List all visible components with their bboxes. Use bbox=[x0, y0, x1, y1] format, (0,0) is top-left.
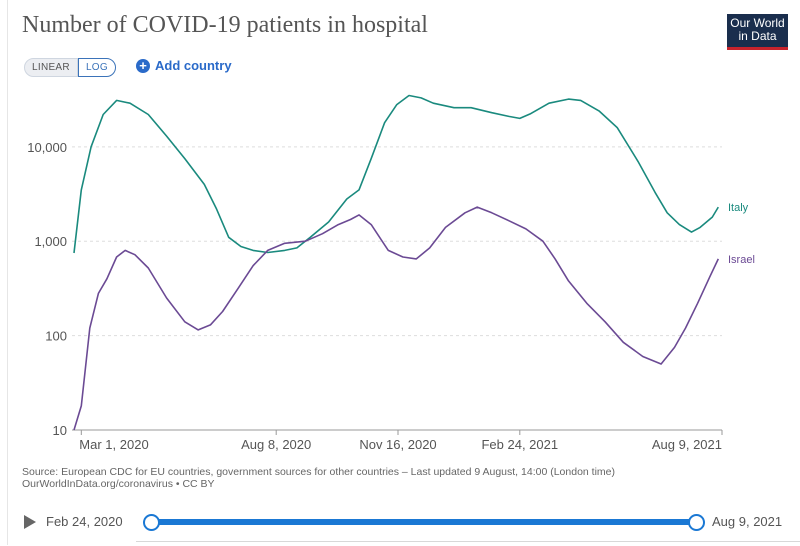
y-tick-label: 10 bbox=[53, 423, 67, 438]
series-label-israel[interactable]: Israel bbox=[728, 254, 755, 266]
y-tick-label: 100 bbox=[45, 329, 67, 344]
series-labels: Italy Israel bbox=[728, 202, 755, 266]
owid-logo[interactable]: Our World in Data bbox=[727, 14, 788, 50]
chart-title: Number of COVID-19 patients in hospital bbox=[22, 12, 428, 38]
timeline-end-label: Aug 9, 2021 bbox=[712, 514, 783, 529]
y-tick-label: 1,000 bbox=[34, 234, 67, 249]
add-country-button[interactable]: + Add country bbox=[136, 58, 232, 73]
plus-icon: + bbox=[136, 58, 150, 73]
timeline-start-label: Feb 24, 2020 bbox=[46, 514, 123, 529]
series-label-italy[interactable]: Italy bbox=[728, 202, 749, 214]
add-country-label: Add country bbox=[155, 58, 232, 73]
x-axis-ticks: Mar 1, 2020 Aug 8, 2020 Nov 16, 2020 Feb 24… bbox=[72, 429, 723, 452]
linear-scale-button[interactable]: LINEAR bbox=[24, 58, 78, 77]
timeline-track[interactable] bbox=[150, 519, 696, 525]
grid-lines bbox=[72, 146, 722, 431]
source-line-2[interactable]: OurWorldInData.org/coronavirus • CC BY bbox=[22, 478, 215, 490]
source-line-1: Source: European CDC for EU countries, g… bbox=[22, 466, 615, 478]
source-note: Source: European CDC for EU countries, g… bbox=[22, 466, 615, 490]
scale-toggle: LINEAR LOG bbox=[24, 58, 116, 77]
series-line-italy[interactable] bbox=[73, 94, 719, 254]
series-line-israel[interactable] bbox=[73, 206, 720, 431]
logo-line-2: in Data bbox=[738, 29, 777, 43]
left-border bbox=[7, 0, 8, 545]
table-top-edge bbox=[136, 541, 800, 546]
x-tick-label: Nov 16, 2020 bbox=[359, 437, 436, 452]
log-scale-button[interactable]: LOG bbox=[77, 58, 116, 77]
timeline: Feb 24, 2020 Aug 9, 2021 bbox=[0, 508, 800, 538]
logo-line-1: Our World bbox=[730, 16, 785, 30]
series-lines bbox=[73, 94, 720, 431]
x-tick-label: Aug 9, 2021 bbox=[652, 437, 722, 452]
timeline-end-handle[interactable] bbox=[688, 514, 705, 531]
y-axis-ticks: 10 100 1,000 10,000 bbox=[27, 140, 67, 438]
x-tick-label: Mar 1, 2020 bbox=[79, 437, 148, 452]
x-tick-label: Feb 24, 2021 bbox=[481, 437, 558, 452]
y-tick-label: 10,000 bbox=[27, 140, 67, 155]
play-icon[interactable] bbox=[24, 515, 36, 529]
timeline-start-handle[interactable] bbox=[143, 514, 160, 531]
line-chart[interactable]: 10 100 1,000 10,000 Mar 1, 2020 Aug 8, 2020 N… bbox=[0, 0, 800, 460]
x-tick-label: Aug 8, 2020 bbox=[241, 437, 311, 452]
